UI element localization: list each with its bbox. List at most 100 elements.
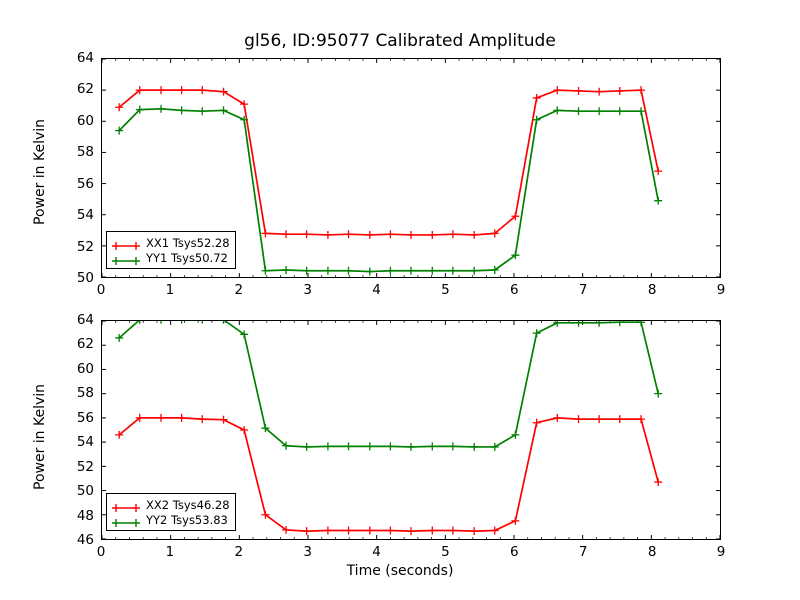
data-point-marker <box>198 415 207 424</box>
data-point-marker <box>157 413 166 422</box>
data-point-marker <box>574 415 583 424</box>
data-point-marker <box>615 321 624 327</box>
data-point-marker <box>261 229 270 238</box>
data-point-marker <box>344 526 353 535</box>
data-point-marker <box>448 526 457 535</box>
y-tick-label: 64 <box>76 312 94 328</box>
data-point-marker <box>135 413 144 422</box>
legend-item[interactable]: YY1 Tsys50.72 <box>111 250 230 265</box>
data-point-marker <box>115 126 124 135</box>
data-point-marker <box>261 266 270 275</box>
x-tick-label: 8 <box>647 544 657 560</box>
data-point-marker <box>615 415 624 424</box>
legend-line-marker-icon <box>111 499 141 512</box>
y-tick-label: 52 <box>76 458 94 475</box>
y-tick-label: 52 <box>76 238 94 255</box>
legend-label: XX1 Tsys52.28 <box>146 235 230 250</box>
data-point-marker <box>448 442 457 451</box>
data-point-marker <box>637 86 646 95</box>
x-tick-label: 2 <box>234 544 244 560</box>
data-point-marker <box>553 413 562 422</box>
data-point-marker <box>532 418 541 427</box>
y-tick-label: 56 <box>76 409 94 426</box>
data-point-marker <box>365 267 374 276</box>
data-point-marker <box>219 106 228 115</box>
data-point-marker <box>386 230 395 239</box>
legend-label: YY1 Tsys50.72 <box>146 250 228 265</box>
data-point-marker <box>428 266 437 275</box>
x-tick-label: 1 <box>165 544 175 560</box>
legend-item[interactable]: YY2 Tsys53.83 <box>111 512 230 527</box>
data-point-marker <box>240 100 249 109</box>
x-tick-label: 0 <box>96 544 106 560</box>
y-tick-label: 58 <box>76 385 94 402</box>
data-point-marker <box>532 329 541 338</box>
x-tick-label: 9 <box>716 282 726 298</box>
data-point-marker <box>595 87 604 96</box>
data-point-marker <box>470 266 479 275</box>
data-point-marker <box>323 526 332 535</box>
data-point-marker <box>470 442 479 451</box>
data-point-marker <box>323 230 332 239</box>
data-point-marker <box>448 266 457 275</box>
y-tick-label: 60 <box>76 112 94 129</box>
data-point-marker <box>407 527 415 536</box>
y-tick-label: 58 <box>76 144 94 161</box>
data-point-marker <box>615 107 624 116</box>
x-tick-label: 8 <box>647 282 657 298</box>
data-point-marker <box>344 230 353 239</box>
data-point-marker <box>115 103 124 112</box>
y-tick-label: 54 <box>76 207 94 224</box>
data-point-marker <box>240 115 249 124</box>
data-point-marker <box>177 106 186 115</box>
y-tick-label: 46 <box>76 532 94 548</box>
data-point-marker <box>115 333 124 342</box>
y-tick-label: 50 <box>76 483 94 500</box>
data-point-marker <box>135 105 144 114</box>
x-tick-label: 1 <box>165 282 175 298</box>
legend-item[interactable]: XX1 Tsys52.28 <box>111 235 230 250</box>
data-point-marker <box>490 266 499 274</box>
data-point-marker <box>574 321 583 327</box>
legend-label: XX2 Tsys46.28 <box>146 497 230 512</box>
data-point-marker <box>595 415 604 424</box>
data-point-marker <box>240 330 249 339</box>
data-point-marker <box>511 251 520 260</box>
data-point-marker <box>553 321 562 327</box>
x-tick-label: 7 <box>578 282 588 298</box>
plot-canvas-bottom <box>101 320 721 540</box>
data-point-marker <box>177 86 186 95</box>
data-point-marker <box>428 526 437 535</box>
data-point-marker <box>574 86 583 95</box>
legend-top[interactable]: XX1 Tsys52.28 YY1 Tsys50.72 <box>106 231 236 269</box>
x-tick-label: 9 <box>716 544 726 560</box>
data-series-group <box>115 321 663 536</box>
data-point-marker <box>365 442 374 451</box>
y-tick-label: 62 <box>76 336 94 353</box>
data-point-marker <box>198 86 207 95</box>
x-tick-label: 3 <box>303 544 312 560</box>
data-point-marker <box>470 230 479 239</box>
data-point-marker <box>157 86 166 95</box>
data-point-marker <box>323 266 332 275</box>
y-tick-label: 56 <box>76 175 94 192</box>
legend-item[interactable]: XX2 Tsys46.28 <box>111 497 230 512</box>
data-point-marker <box>490 229 499 238</box>
y-axis-label-top: Power in Kelvin <box>32 118 48 225</box>
x-tick-label: 4 <box>372 544 381 560</box>
data-point-marker <box>219 87 228 96</box>
x-tick-label: 6 <box>510 282 519 298</box>
legend-bottom[interactable]: XX2 Tsys46.28 YY2 Tsys53.83 <box>106 493 236 531</box>
data-point-marker <box>428 442 437 451</box>
data-point-marker <box>490 442 499 451</box>
data-point-marker <box>637 107 646 116</box>
x-tick-label: 4 <box>372 282 381 298</box>
data-point-marker <box>201 321 203 324</box>
data-point-marker <box>160 321 162 324</box>
page-title: gl56, ID:95077 Calibrated Amplitude <box>244 31 556 51</box>
data-point-marker <box>407 266 415 275</box>
data-point-marker <box>139 321 141 324</box>
data-point-marker <box>511 430 520 439</box>
data-point-marker <box>595 321 604 327</box>
